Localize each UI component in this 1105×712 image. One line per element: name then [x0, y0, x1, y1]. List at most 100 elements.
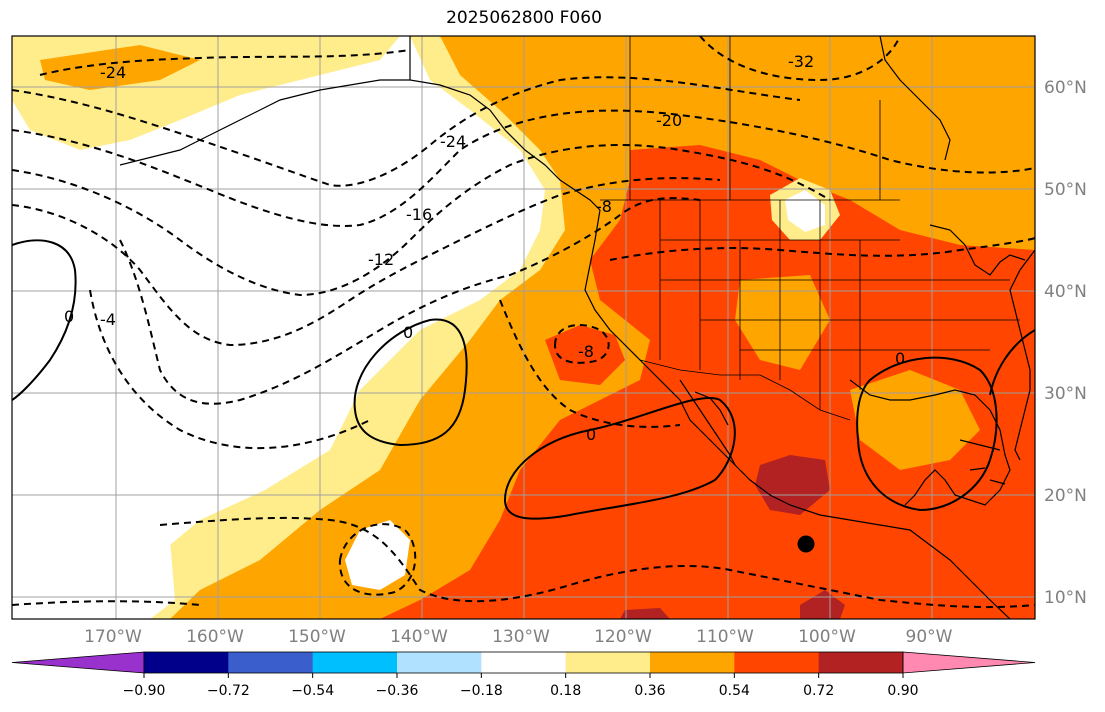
shade-white-hawaii [12, 450, 175, 619]
colorbar-segment [902, 651, 1036, 674]
contour-dashed-4-ring [338, 523, 417, 596]
lat-label: 20°N [1044, 486, 1087, 506]
contour-dashed-8-east [609, 237, 1035, 261]
colorbar-segment [818, 652, 904, 673]
contour-dashed-20 [12, 109, 1035, 227]
colorbar-segment [397, 652, 482, 673]
contour-label: -8 [596, 197, 612, 216]
lat-label: 10°N [1044, 588, 1087, 608]
contour-label: -24 [440, 132, 466, 151]
latitude-labels: 60°N 50°N 40°N 30°N 20°N 10°N [1044, 78, 1087, 608]
shade-redorange-island [545, 325, 625, 385]
map-frame [11, 35, 1036, 620]
contour-label: -20 [656, 111, 682, 130]
location-marker [797, 535, 815, 553]
colorbar-segments [11, 651, 1036, 674]
lat-label: 40°N [1044, 282, 1087, 302]
colorbar-segment [734, 652, 820, 673]
map-title: 2025062800 F060 [446, 8, 602, 28]
coastlines [119, 36, 1035, 619]
lon-label: 130°W [492, 627, 550, 647]
contour-dashed-8-loop [553, 324, 610, 364]
contour-label: -12 [368, 250, 394, 269]
contour-dashed-bottom [12, 600, 201, 606]
coast-hudson [879, 36, 951, 161]
contour-dashed-4-south [159, 516, 1035, 609]
lat-label: 60°N [1044, 78, 1087, 98]
lon-label: 120°W [594, 627, 652, 647]
colorbar-tick-label: 0.72 [803, 683, 834, 699]
lon-label: 90°W [906, 627, 953, 647]
contour-solid-0-east [856, 356, 998, 512]
colorbar-outline [143, 651, 904, 674]
lon-label: 100°W [798, 627, 856, 647]
coast-east-us [1009, 249, 1035, 461]
colorbar-tick-label: 0.54 [719, 683, 750, 699]
shade-white-hole-inner [785, 190, 825, 232]
contour-solid-0-south [503, 397, 736, 520]
colorbar-segment [228, 652, 314, 673]
contour-dashed-8 [119, 197, 701, 405]
contour-dashed-32 [699, 36, 901, 82]
contour-solid-0-edge [989, 329, 1035, 396]
colorbar-segment [144, 652, 229, 673]
coast-west-us [584, 209, 1011, 619]
shade-white-pacific [345, 520, 410, 590]
contour-label: 0 [403, 323, 413, 342]
shade-darkred-mexico [755, 455, 830, 515]
contour-label: 0 [895, 349, 905, 368]
colorbar-tick-label: 0.18 [550, 683, 581, 699]
contour-solid-0-west [12, 239, 77, 401]
contour-solid-0-mid [353, 318, 468, 447]
coast-alaska-peninsula [119, 79, 410, 166]
colorbar-ticks: −0.90 −0.72 −0.54 −0.36 −0.18 0.18 0.36 0.54 0.7… [123, 673, 919, 699]
coast-gulf [849, 379, 1011, 506]
lon-label: 110°W [696, 627, 754, 647]
colorbar-tick-label: −0.36 [376, 683, 419, 699]
contour-lines [12, 36, 1035, 609]
contour-label: -32 [788, 52, 814, 71]
contour-label-group: -32 -24 -20 -24 -16 -12 -8 -8 -4 0 0 0 0 [64, 52, 905, 444]
contour-label: -16 [406, 205, 432, 224]
lon-label: 150°W [288, 627, 346, 647]
contour-dashed-16 [12, 144, 831, 297]
political-borders [409, 36, 1020, 421]
contour-dashed-24-north [39, 49, 411, 76]
coast-great-lakes [929, 224, 1026, 276]
colorbar-segment [312, 652, 398, 673]
contour-dashed-4 [89, 289, 681, 450]
gridlines [12, 36, 1035, 619]
longitude-labels: 170°W 160°W 150°W 140°W 130°W 120°W 110°… [84, 627, 953, 647]
colorbar-segment [11, 651, 145, 674]
shade-redorange-region [380, 145, 1035, 619]
colorbar-tick-label: 0.36 [634, 683, 665, 699]
lon-label: 160°W [186, 627, 244, 647]
shade-orange-northwest [40, 45, 200, 90]
lon-label: 140°W [390, 627, 448, 647]
coast-alaska [409, 36, 601, 211]
contour-label: -4 [100, 310, 116, 329]
colorbar-segment [481, 652, 567, 673]
colorbar-tick-label: 0.90 [887, 683, 918, 699]
lat-label: 50°N [1044, 180, 1087, 200]
shade-orange-gulf [850, 370, 980, 470]
colorbar-segment [650, 652, 735, 673]
colorbar: −0.90 −0.72 −0.54 −0.36 −0.18 0.18 0.36 0.54 0.7… [11, 651, 1036, 699]
shade-orange-hole [735, 275, 830, 370]
border-canada-provinces [629, 36, 881, 200]
colorbar-tick-label: −0.72 [207, 683, 250, 699]
shade-darkred-south2 [620, 608, 670, 619]
contour-dashed-12 [12, 177, 721, 347]
contour-label: 0 [586, 425, 596, 444]
colorbar-tick-label: −0.90 [123, 683, 166, 699]
colorbar-segment [565, 652, 651, 673]
contour-label: -8 [578, 342, 594, 361]
contour-dashed-24 [12, 76, 801, 187]
lat-label: 30°N [1044, 384, 1087, 404]
lon-label: 170°W [84, 627, 142, 647]
contour-label: 0 [64, 307, 74, 326]
colorbar-tick-label: −0.54 [291, 683, 334, 699]
colorbar-tick-label: −0.18 [460, 683, 503, 699]
contour-label: -24 [100, 63, 126, 82]
